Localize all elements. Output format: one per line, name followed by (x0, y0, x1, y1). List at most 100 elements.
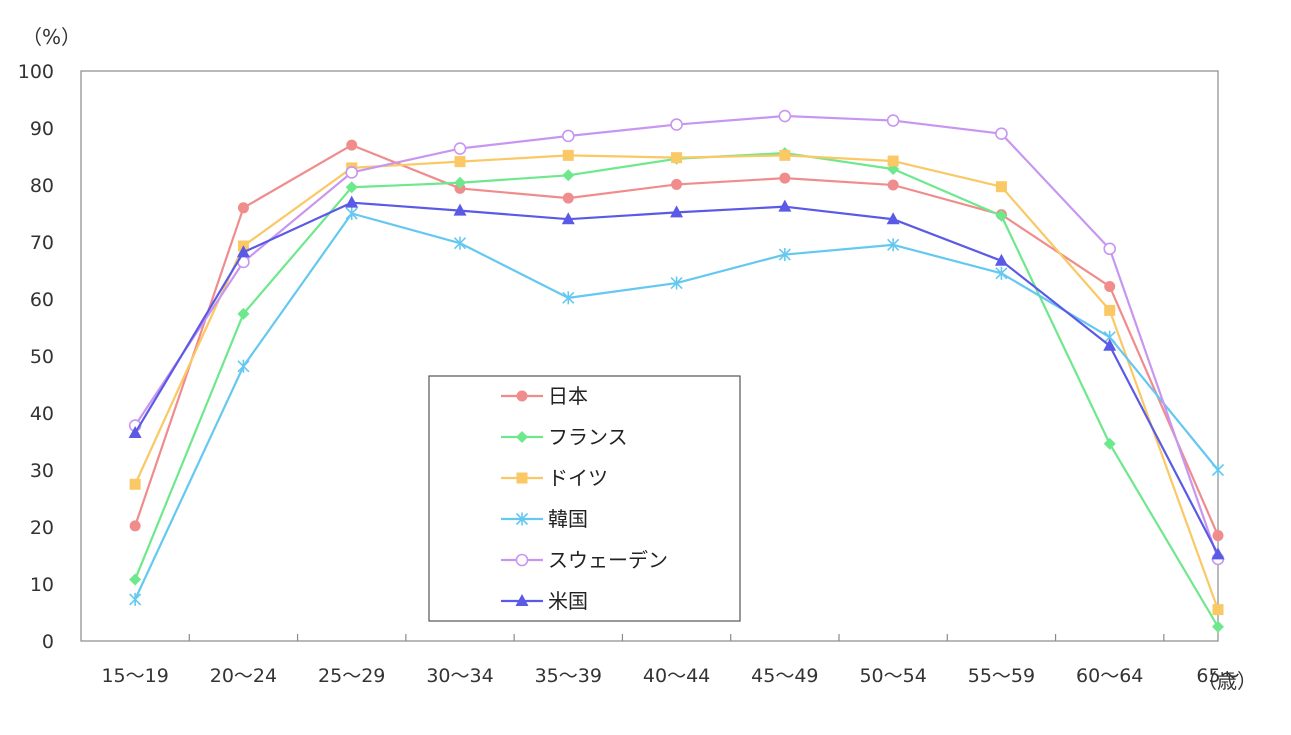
y-tick-label: 70 (30, 232, 54, 254)
data-point (1211, 547, 1225, 560)
x-tick-label: 55～59 (968, 665, 1035, 687)
data-point (453, 142, 467, 155)
x-tick-label: 65～ (1196, 665, 1239, 687)
data-point (995, 209, 1008, 222)
data-point (453, 236, 467, 250)
data-point (128, 425, 142, 438)
data-point (887, 155, 899, 167)
x-tick-label: 20～24 (210, 665, 277, 687)
data-point (671, 152, 683, 164)
series (129, 149, 1224, 616)
legend-item: 韓国 (501, 507, 588, 531)
x-axis-unit-label: （歳） (1197, 669, 1257, 693)
data-point (129, 478, 141, 490)
data-point (1211, 463, 1225, 477)
data-point (562, 169, 575, 182)
data-point (779, 149, 791, 161)
data-point (671, 178, 683, 190)
data-point (1103, 338, 1117, 351)
plot-area (80, 70, 1219, 642)
data-point (561, 212, 575, 225)
series (128, 195, 1225, 560)
y-axis-tick-labels: 0 10 20 30 40 50 60 70 80 90 100 (18, 61, 54, 653)
data-point (1212, 530, 1224, 542)
x-axis-ticks (188, 634, 1165, 641)
legend-marker (516, 390, 528, 402)
x-tick-label: 35～39 (535, 665, 602, 687)
legend-marker (515, 553, 529, 567)
x-tick-label: 50～54 (859, 665, 926, 687)
data-point (562, 149, 574, 161)
data-point (237, 202, 249, 214)
data-point (778, 199, 792, 212)
data-point (778, 248, 791, 262)
data-point (454, 176, 466, 189)
legend-marker (516, 431, 528, 443)
legend-label: ドイツ (548, 466, 608, 490)
y-tick-label: 90 (30, 118, 54, 140)
data-point (129, 592, 142, 606)
data-point (453, 203, 467, 216)
data-point (995, 266, 1008, 280)
data-point (887, 179, 899, 191)
legend-label: 米国 (548, 589, 588, 613)
data-point (562, 291, 575, 305)
data-point (346, 139, 358, 151)
legend-label: 日本 (548, 384, 588, 408)
x-tick-label: 15～19 (101, 665, 168, 687)
y-tick-label: 30 (30, 460, 54, 482)
x-axis-tick-labels: 15～19 20～24 25～29 30～34 35～39 40～44 45～49 50～54… (101, 665, 1239, 687)
data-point (345, 181, 358, 194)
data-point (562, 192, 574, 204)
data-point (778, 109, 792, 123)
y-tick-label: 40 (30, 403, 54, 425)
x-tick-label: 45～49 (751, 665, 818, 687)
data-point (995, 181, 1007, 193)
data-point (1212, 604, 1224, 616)
series-layer (128, 109, 1225, 633)
data-point (454, 156, 466, 168)
data-point (670, 205, 684, 218)
data-point (129, 573, 142, 586)
legend-marker (515, 594, 529, 606)
y-tick-label: 80 (30, 175, 54, 197)
data-point (670, 276, 683, 290)
legend-label: スウェーデン (548, 548, 668, 572)
data-point (670, 118, 683, 131)
legend-marker (516, 472, 528, 484)
y-tick-label: 50 (30, 346, 54, 368)
data-point (236, 245, 250, 258)
legend-label: 韓国 (548, 507, 588, 531)
data-point (345, 195, 359, 208)
data-point (129, 520, 141, 532)
data-point (886, 114, 900, 127)
legend-label: フランス (548, 425, 628, 449)
data-point (1104, 280, 1116, 292)
data-point (886, 212, 900, 225)
data-point (237, 307, 250, 320)
data-point (345, 166, 359, 179)
data-point (779, 172, 791, 184)
data-point (561, 129, 575, 143)
data-point (237, 359, 250, 373)
data-point (887, 238, 900, 252)
data-point (995, 127, 1008, 140)
data-point (1212, 620, 1224, 633)
data-point (994, 253, 1008, 266)
data-point (1104, 304, 1116, 316)
data-point (1103, 437, 1116, 450)
y-tick-label: 10 (30, 574, 54, 596)
y-tick-label: 100 (18, 61, 54, 83)
legend-item: フランス (501, 425, 628, 449)
data-point (1103, 242, 1117, 256)
legend-item: 米国 (501, 589, 588, 613)
legend-item: 日本 (501, 384, 588, 408)
x-tick-label: 25～29 (318, 665, 385, 687)
y-tick-label: 0 (42, 631, 54, 653)
legend-marker (515, 512, 529, 526)
x-tick-label: 60～64 (1076, 665, 1143, 687)
y-tick-label: 60 (30, 289, 54, 311)
data-point (345, 207, 358, 220)
